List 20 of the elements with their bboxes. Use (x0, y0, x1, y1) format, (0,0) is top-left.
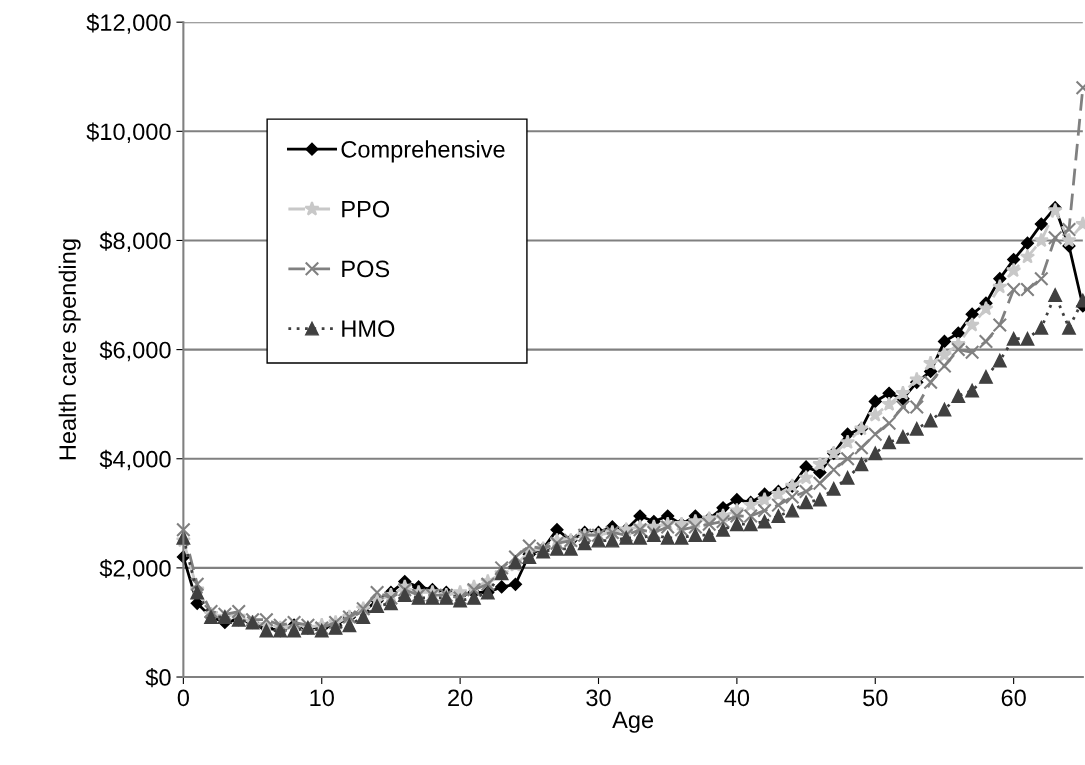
x-axis-title: Age (612, 711, 654, 733)
y-tick-label: $10,000 (86, 122, 171, 143)
y-tick-label: $8,000 (99, 231, 171, 253)
legend-label: PPO (342, 200, 390, 218)
legend-label: POS (342, 260, 390, 278)
legend-label: Comprehensive (341, 140, 505, 163)
y-axis-title: Health care spending (58, 239, 81, 460)
x-tick-label: 60 (1001, 689, 1026, 707)
y-tick-label: $12,000 (86, 13, 171, 34)
x-tick-label: 0 (177, 689, 190, 707)
legend-label: HMO (342, 320, 395, 338)
x-tick-label: 10 (310, 689, 334, 707)
y-tick-label: $4,000 (99, 449, 171, 471)
x-tick-label: 20 (448, 689, 473, 707)
y-tick-label: $6,000 (99, 340, 171, 362)
x-tick-label: 40 (724, 689, 750, 707)
x-tick-label: 50 (863, 689, 888, 707)
y-tick-label: $2,000 (99, 558, 171, 580)
y-tick-label: $0 (145, 668, 171, 688)
x-tick-label: 30 (586, 689, 611, 707)
